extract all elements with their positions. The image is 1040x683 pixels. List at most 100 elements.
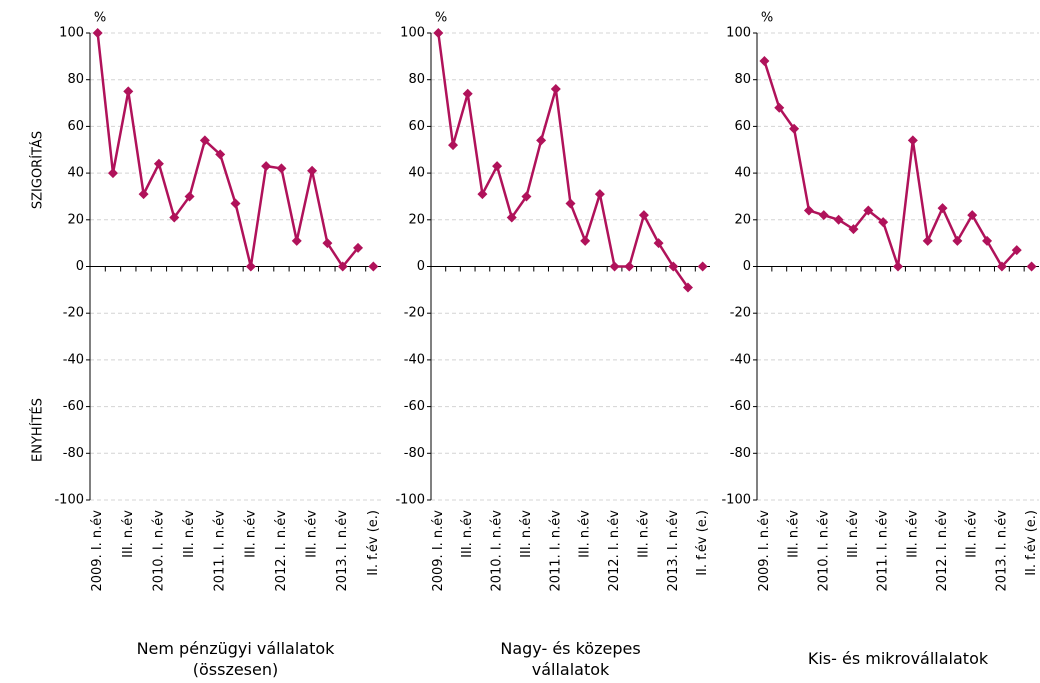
data-point (1026, 261, 1037, 272)
data-point (337, 261, 348, 272)
data-point (774, 102, 785, 113)
y-tick-label: -20 (730, 306, 751, 321)
x-tick-label: 2009. I. n.év (757, 510, 772, 592)
x-tick-label: III. n.év (636, 510, 651, 558)
x-tick-label: II. f.év (e.) (366, 510, 381, 576)
data-point (492, 161, 503, 172)
data-point (609, 261, 620, 272)
data-point (245, 261, 256, 272)
data-point (368, 261, 379, 272)
data-point (638, 210, 649, 221)
data-line (763, 60, 1018, 269)
y-tick-label: 60 (408, 119, 425, 134)
y-tick-label: -20 (63, 306, 84, 321)
data-point (138, 189, 149, 200)
unit-label: % (761, 11, 773, 26)
x-tick-label: 2013. I. n.év (994, 510, 1009, 592)
data-point (818, 210, 829, 221)
y-tick-label: 40 (408, 166, 425, 181)
data-line (96, 32, 359, 269)
x-tick-label: III. n.év (787, 510, 802, 558)
data-point (433, 28, 444, 38)
data-point (863, 205, 874, 216)
y-tick-label: 80 (734, 72, 751, 87)
y-tick-label: 0 (417, 259, 425, 274)
data-point (291, 235, 302, 246)
data-point (521, 191, 532, 202)
data-point (353, 242, 364, 253)
data-point (878, 217, 889, 228)
data-point (759, 56, 770, 67)
y-tick-label: 0 (76, 259, 84, 274)
data-point (307, 165, 318, 176)
data-point (565, 198, 576, 209)
data-point (462, 88, 473, 99)
data-point (506, 212, 517, 223)
data-point (230, 198, 241, 209)
x-tick-label: 2010. I. n.év (816, 510, 831, 592)
data-point (893, 261, 903, 272)
y-tick-label: -40 (730, 352, 751, 367)
y-tick-label: 20 (734, 212, 751, 227)
y-tick-label: 100 (726, 26, 751, 41)
data-point (624, 261, 635, 272)
x-tick-label: 2009. I. n.év (90, 510, 105, 592)
y-tick-label: 40 (734, 166, 751, 181)
y-tick-label: 40 (67, 166, 84, 181)
y-tick-label: 20 (67, 212, 84, 227)
x-tick-label: III. n.év (519, 510, 534, 558)
y-tick-label: 60 (67, 119, 84, 134)
x-tick-label: III. n.év (182, 510, 197, 558)
x-tick-label: 2013. I. n.év (335, 510, 350, 592)
data-point (107, 168, 118, 179)
x-tick-label: II. f.év (e.) (1024, 510, 1039, 576)
data-point (215, 149, 226, 160)
data-point (922, 235, 933, 246)
y-axis-label: ENYHÍTÉS (30, 398, 46, 462)
data-point (1011, 245, 1022, 256)
y-tick-label: -100 (395, 493, 425, 508)
x-tick-label: 2010. I. n.év (151, 510, 166, 592)
data-point (653, 238, 664, 249)
data-point (123, 86, 134, 97)
x-tick-label: 2011. I. n.év (876, 510, 891, 592)
data-point (594, 189, 605, 200)
unit-label: % (94, 11, 106, 26)
data-point (92, 28, 103, 38)
data-point (536, 135, 547, 146)
data-point (184, 191, 195, 202)
x-tick-label: III. n.év (965, 510, 980, 558)
data-point (153, 158, 164, 169)
data-point (169, 212, 180, 223)
data-point (682, 282, 693, 293)
x-tick-label: 2010. I. n.év (490, 510, 505, 592)
y-tick-label: 60 (734, 119, 751, 134)
x-tick-label: 2009. I. n.év (431, 510, 446, 592)
y-tick-label: -60 (404, 399, 425, 414)
data-point (982, 235, 993, 246)
x-tick-label: 2011. I. n.év (548, 510, 563, 592)
data-point (477, 189, 488, 200)
panel-title: Nagy- és közepes vállalatok (500, 639, 641, 679)
data-point (448, 140, 459, 151)
y-tick-label: -40 (404, 352, 425, 367)
data-point (967, 210, 978, 221)
y-tick-label: -60 (730, 399, 751, 414)
y-tick-label: -40 (63, 352, 84, 367)
panel-title: Nem pénzügyi vállalatok (összesen) (136, 639, 335, 679)
data-point (996, 261, 1007, 272)
data-point (803, 205, 814, 216)
data-point (952, 235, 963, 246)
x-tick-label: 2013. I. n.év (666, 510, 681, 592)
data-point (580, 235, 591, 246)
y-tick-label: 100 (59, 26, 84, 41)
y-tick-label: -80 (404, 446, 425, 461)
y-tick-label: 20 (408, 212, 425, 227)
unit-label: % (435, 11, 447, 26)
data-point (276, 163, 287, 174)
data-point (668, 261, 679, 272)
data-point (697, 261, 708, 272)
data-point (261, 161, 272, 172)
